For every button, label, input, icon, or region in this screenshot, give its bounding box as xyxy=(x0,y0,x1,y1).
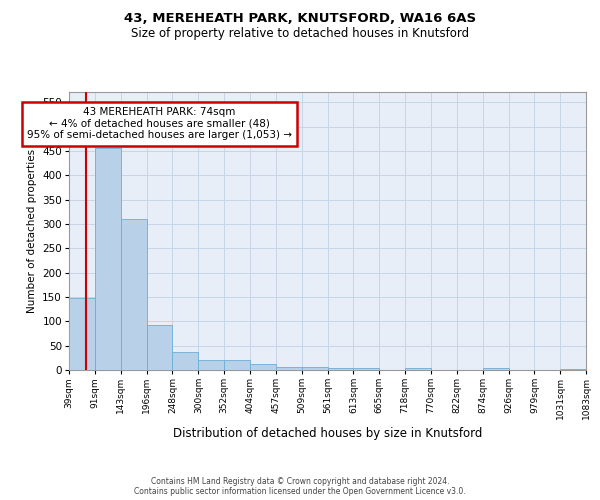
Bar xyxy=(121,218,146,370)
X-axis label: Distribution of detached houses by size in Knutsford: Distribution of detached houses by size … xyxy=(173,428,482,440)
Bar xyxy=(276,366,302,370)
Text: Contains HM Land Registry data © Crown copyright and database right 2024.
Contai: Contains HM Land Registry data © Crown c… xyxy=(134,476,466,496)
Y-axis label: Number of detached properties: Number of detached properties xyxy=(27,149,37,314)
Text: Size of property relative to detached houses in Knutsford: Size of property relative to detached ho… xyxy=(131,28,469,40)
Bar xyxy=(146,324,172,370)
Text: 43, MEREHEATH PARK, KNUTSFORD, WA16 6AS: 43, MEREHEATH PARK, KNUTSFORD, WA16 6AS xyxy=(124,12,476,26)
Bar xyxy=(405,368,431,370)
Bar xyxy=(353,368,379,370)
Bar xyxy=(483,368,509,370)
Text: 43 MEREHEATH PARK: 74sqm
← 4% of detached houses are smaller (48)
95% of semi-de: 43 MEREHEATH PARK: 74sqm ← 4% of detache… xyxy=(27,107,292,140)
Bar xyxy=(172,352,198,370)
Bar xyxy=(302,366,328,370)
Bar xyxy=(95,148,121,370)
Bar xyxy=(328,368,353,370)
Bar xyxy=(250,364,276,370)
Bar xyxy=(224,360,250,370)
Bar xyxy=(198,360,224,370)
Bar xyxy=(69,298,95,370)
Bar xyxy=(560,368,586,370)
